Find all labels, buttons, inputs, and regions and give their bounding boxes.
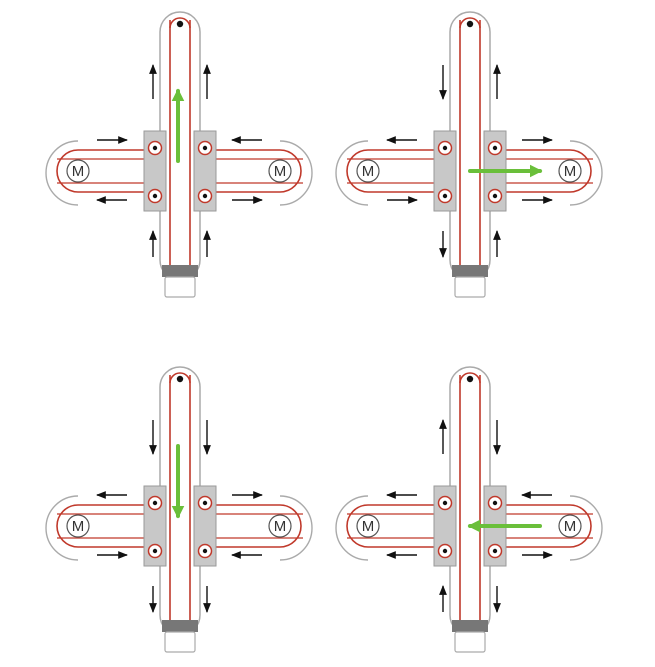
top-pulley — [466, 375, 474, 383]
belt-loop-right — [502, 149, 592, 193]
idler-pulley-center — [492, 145, 498, 151]
rail-foot — [454, 631, 486, 653]
motor-label-left: M — [72, 163, 85, 180]
top-pulley — [176, 20, 184, 28]
belt-loop-left — [346, 504, 438, 548]
rail-end-block — [452, 265, 488, 277]
motor-right — [268, 159, 292, 183]
motor-label-left: M — [72, 518, 85, 535]
idler-pulley-center — [202, 500, 208, 506]
rail-foot — [454, 276, 486, 298]
motor-label-right: M — [274, 163, 287, 180]
motor-left — [356, 159, 380, 183]
belt-loop-left — [56, 504, 148, 548]
motor-right — [558, 159, 582, 183]
idler-pulley-center — [442, 193, 448, 199]
idler-pulley-center — [152, 500, 158, 506]
belt-top-curve — [459, 372, 481, 384]
motor-housing-left — [335, 495, 369, 561]
motor-housing-left — [45, 495, 79, 561]
idler-pulley-center — [152, 548, 158, 554]
motor-label-right: M — [564, 518, 577, 535]
motor-label-left: M — [362, 518, 375, 535]
rail-foot — [164, 276, 196, 298]
motor-label-left: M — [362, 163, 375, 180]
idler-pulley-center — [492, 548, 498, 554]
motor-housing-left — [45, 140, 79, 206]
belt-loop-right — [502, 504, 592, 548]
top-pulley — [176, 375, 184, 383]
motor-housing-right — [279, 495, 313, 561]
idler-pulley-center — [202, 548, 208, 554]
motor-right — [558, 514, 582, 538]
motor-left — [66, 514, 90, 538]
motor-label-right: M — [274, 518, 287, 535]
rail-foot — [164, 631, 196, 653]
belt-loop-left — [56, 149, 148, 193]
belt-top-curve — [459, 17, 481, 29]
motor-housing-left — [335, 140, 369, 206]
belt-loop-right — [212, 149, 302, 193]
motor-housing-right — [279, 140, 313, 206]
motor-left — [66, 159, 90, 183]
idler-pulley-center — [442, 145, 448, 151]
rail-end-block — [452, 620, 488, 632]
belt-loop-right — [212, 504, 302, 548]
belt-loop-left — [346, 149, 438, 193]
idler-pulley-center — [202, 145, 208, 151]
idler-pulley-center — [442, 500, 448, 506]
idler-pulley-center — [152, 193, 158, 199]
idler-pulley-center — [442, 548, 448, 554]
rail-end-block — [162, 620, 198, 632]
belt-top-curve — [169, 372, 191, 384]
motor-housing-right — [569, 140, 603, 206]
idler-pulley-center — [492, 193, 498, 199]
belt-top-curve — [169, 17, 191, 29]
top-pulley — [466, 20, 474, 28]
motor-label-right: M — [564, 163, 577, 180]
idler-pulley-center — [152, 145, 158, 151]
rail-end-block — [162, 265, 198, 277]
motor-right — [268, 514, 292, 538]
idler-pulley-center — [492, 500, 498, 506]
motor-left — [356, 514, 380, 538]
idler-pulley-center — [202, 193, 208, 199]
motor-housing-right — [569, 495, 603, 561]
